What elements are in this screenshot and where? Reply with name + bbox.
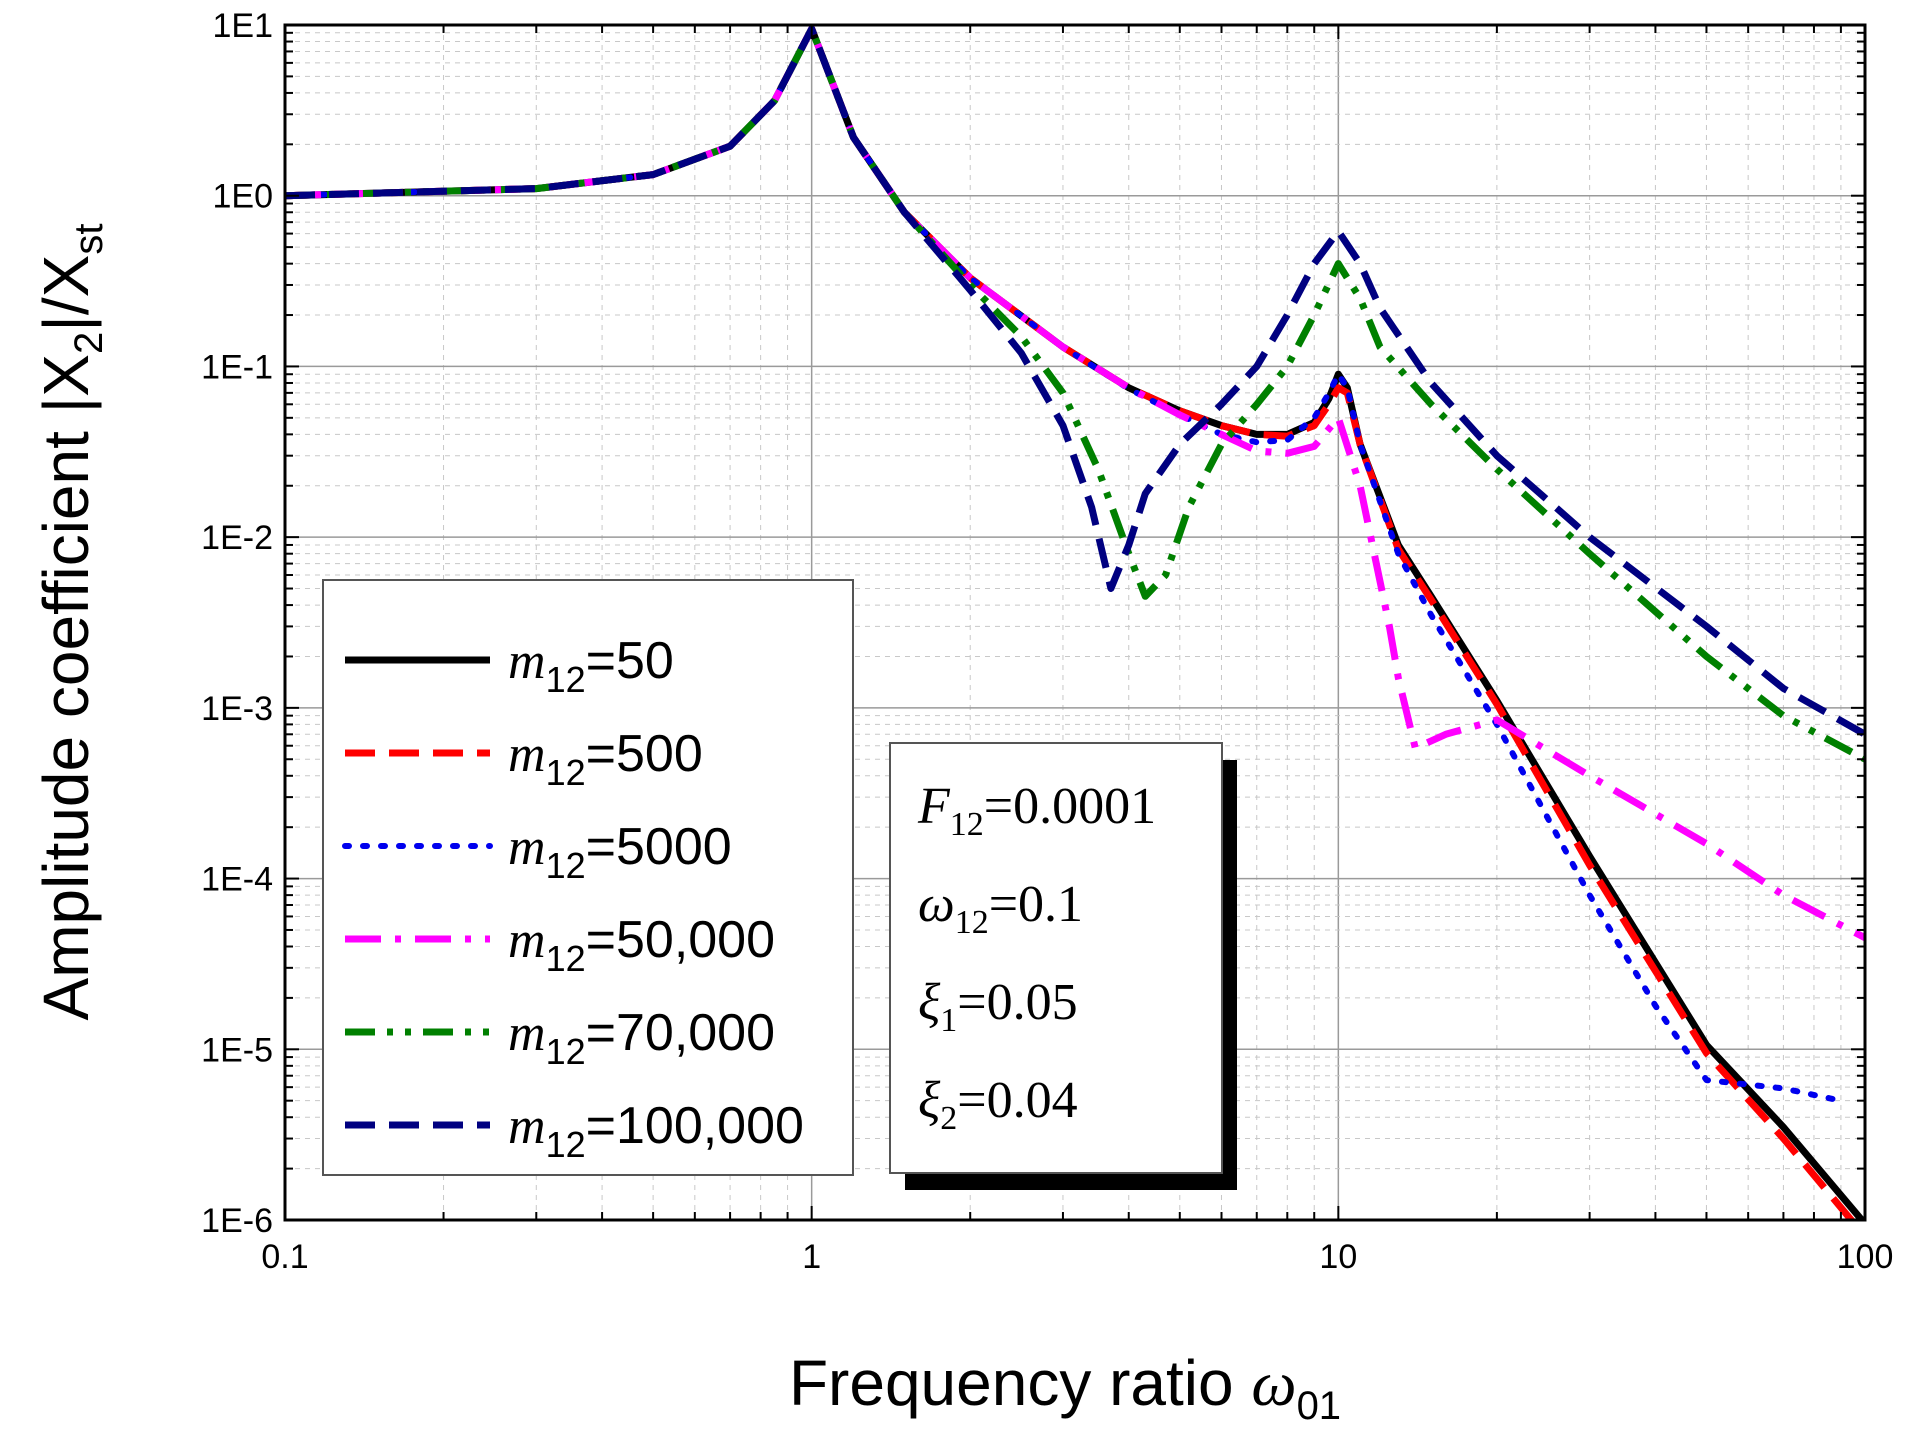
x-tick-label: 0.1 xyxy=(261,1238,308,1276)
y-axis-title-sub1: 2 xyxy=(67,332,111,354)
legend-label-0: m12=50 xyxy=(508,632,674,700)
y-tick-label: 1E1 xyxy=(213,7,274,45)
y-axis-title: Amplitude coefficient |X2|/Xst xyxy=(30,224,111,1021)
y-axis-title-mid: |/X xyxy=(30,255,102,332)
parameter-box-frame xyxy=(889,742,1223,1174)
parameter-1: ω12=0.1 xyxy=(918,876,1083,941)
y-axis-title-sub2: st xyxy=(67,224,111,255)
legend-label-3: m12=50,000 xyxy=(508,911,775,979)
x-tick-label: 1 xyxy=(802,1238,821,1276)
plot-frame xyxy=(283,23,1867,1222)
parameter-0: F12=0.0001 xyxy=(917,778,1156,843)
y-tick-label: 1E-6 xyxy=(201,1202,273,1240)
x-axis-title-symbol: ω xyxy=(1251,1348,1296,1419)
series-line-5 xyxy=(285,25,1865,738)
x-axis-title-sub: 01 xyxy=(1297,1384,1342,1428)
series-line-4 xyxy=(285,25,1865,763)
y-tick-label: 1E-5 xyxy=(201,1031,273,1069)
y-axis-title-prefix: Amplitude coefficient |X xyxy=(30,354,102,1020)
y-tick-label: 1E-2 xyxy=(201,519,273,557)
legend: m12=50 m12=500 m12=5000 m12=50,000 m12=70,00… xyxy=(322,579,854,1176)
parameter-3: ξ2=0.04 xyxy=(918,1072,1078,1137)
series-lines xyxy=(285,25,1865,1220)
legend-label-4: m12=70,000 xyxy=(508,1004,775,1072)
axis-ticks: 0.1 1 10 100 1E1 1E0 1E-1 1E-2 1E-3 1E-4 1E-5 1E-6 xyxy=(201,7,1893,1276)
x-tick-label: 100 xyxy=(1837,1238,1894,1276)
legend-box xyxy=(322,579,854,1176)
legend-label-1: m12=500 xyxy=(508,725,703,793)
legend-label-5: m12=100,000 xyxy=(508,1097,804,1165)
x-axis-title-text: Frequency ratio xyxy=(789,1347,1251,1419)
x-tick-label: 10 xyxy=(1319,1238,1357,1276)
y-tick-label: 1E-4 xyxy=(201,861,273,899)
legend-label-2: m12=5000 xyxy=(508,818,732,886)
parameter-2: ξ1=0.05 xyxy=(918,974,1078,1039)
y-tick-label: 1E-1 xyxy=(201,348,273,386)
x-axis-title: Frequency ratio ω01 xyxy=(789,1347,1341,1428)
y-tick-label: 1E0 xyxy=(213,178,274,216)
parameter-box: F12=0.0001 ω12=0.1 ξ1=0.05 ξ2=0.04 xyxy=(889,742,1237,1190)
y-tick-label: 1E-3 xyxy=(201,690,273,728)
